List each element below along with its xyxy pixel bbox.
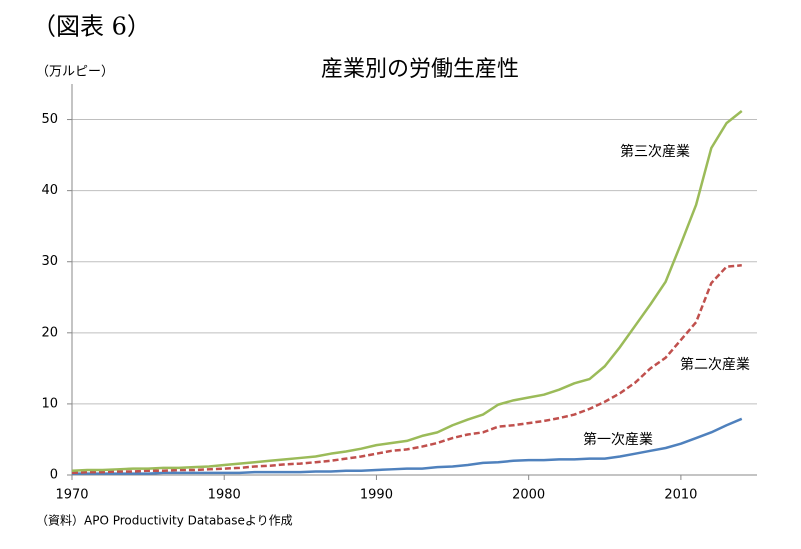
source: （資料）APO Productivity Databaseより作成 [36, 514, 293, 528]
y-tick-label: 20 [41, 325, 58, 340]
series-line [71, 264, 742, 475]
y-axis-label: （万ルピー） [36, 65, 114, 80]
y-tick-label: 0 [50, 468, 58, 483]
y-tick-label: 30 [41, 254, 58, 269]
y-tick-label: 10 [41, 396, 58, 411]
header: （図表 6） [32, 13, 151, 41]
series-line [71, 110, 743, 472]
y-tick-label: 50 [41, 112, 58, 127]
x-tick-label: 1990 [360, 488, 393, 503]
series-label: 第一次産業 [583, 431, 653, 448]
series-label: 第三次産業 [620, 143, 690, 160]
series-line [72, 417, 743, 475]
chart-title: 産業別の労働生産性 [321, 57, 519, 82]
x-tick-label: 1980 [208, 488, 241, 503]
x-tick-label: 1970 [55, 488, 88, 503]
x-tick-label: 2000 [512, 488, 545, 503]
series-label: 第二次産業 [680, 356, 750, 373]
x-tick-label: 2010 [664, 488, 697, 503]
y-tick-label: 40 [41, 183, 58, 198]
